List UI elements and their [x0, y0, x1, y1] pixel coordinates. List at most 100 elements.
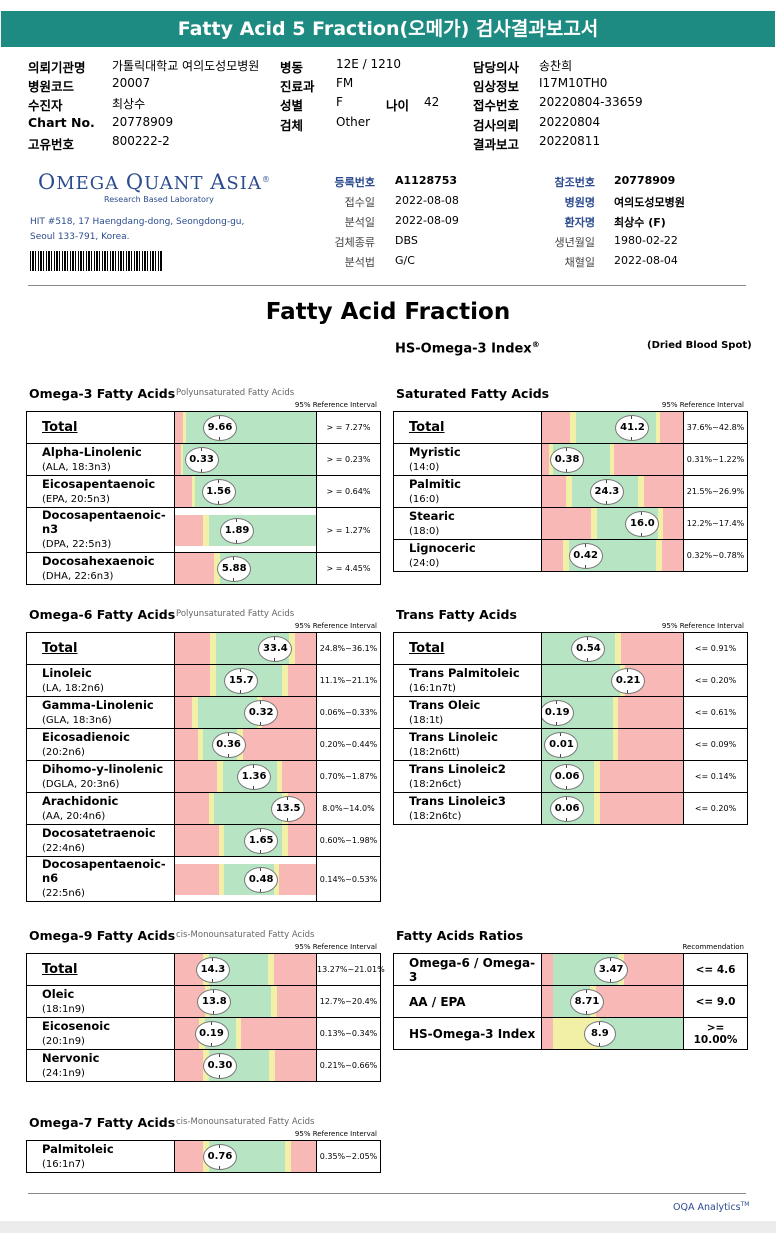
result-value: 0.06 — [554, 771, 580, 782]
info-value-8: Other — [336, 115, 371, 129]
marker-tick-top — [287, 797, 289, 800]
marker-tick-bottom — [236, 539, 238, 543]
fatty-acid-name: Docosapentaenoic-n3 (DPA, 22:5n3) — [26, 507, 175, 553]
fatty-acid-name: Palmitic (16:0) — [393, 475, 542, 508]
range-band — [542, 954, 554, 985]
marker-tick-top — [227, 733, 229, 736]
reference-interval: <= 0.20% — [683, 664, 748, 697]
fatty-acid-name: Trans Palmitoleic (16:1n7t) — [393, 664, 542, 697]
fatty-acid-notation: (18:2n6tc) — [409, 810, 462, 822]
result-bar-cell: 1.89 — [174, 507, 317, 553]
reference-interval: 0.35%~2.05% — [316, 1140, 381, 1173]
fatty-acid-label: Palmitic — [409, 476, 462, 491]
fatty-acid-name: Eicosapentaenoic (EPA, 20:5n3) — [26, 475, 175, 508]
result-bar-cell: 16.0 — [541, 507, 684, 540]
section-table-trans: Total 0.54 <= 0.91% Trans Palmitoleic (16:1n… — [393, 632, 748, 825]
result-bar-cell: 0.54 — [541, 632, 684, 665]
marker-tick-bottom — [219, 1075, 221, 1078]
result-row-saturated-4: Lignoceric (24:0) 0.42 0.32%~0.78% — [393, 539, 748, 572]
fatty-acid-name: HS-Omega-3 Index — [393, 1017, 542, 1050]
result-value: 3.47 — [598, 964, 624, 975]
range-band — [276, 761, 283, 792]
info-value-3: 20778909 — [112, 115, 174, 129]
marker-tick-bottom — [287, 818, 289, 821]
reg-value-1: 2022-08-08 — [395, 194, 459, 207]
range-band — [242, 729, 316, 760]
marker-tick-bottom — [556, 722, 558, 725]
reg-label-1: 접수일 — [344, 196, 375, 209]
range-band — [175, 729, 198, 760]
reference-interval: 8.0%~14.0% — [316, 792, 381, 825]
result-value-marker: 3.47 — [594, 957, 629, 983]
section-subtitle-omega3: Polyunsaturated Fatty Acids — [176, 388, 295, 398]
result-bar: 33.4 — [175, 633, 316, 664]
range-band — [595, 986, 683, 1017]
reference-interval: <= 0.91% — [683, 632, 748, 665]
result-row-trans-5: Trans Linoleic3 (18:2n6tc) 0.06 <= 0.20% — [393, 792, 748, 825]
result-bar: 16.0 — [542, 508, 683, 539]
range-band — [175, 476, 192, 507]
result-bar: 0.21 — [542, 665, 683, 696]
section-ref-header-omega9: 95% Reference Interval — [294, 943, 377, 951]
result-bar: 3.47 — [542, 954, 683, 985]
marker-tick-bottom — [605, 501, 607, 504]
reg-label-5: 참조번호 — [554, 176, 595, 189]
marker-tick-bottom — [641, 533, 643, 536]
result-bar-cell: 8.71 — [541, 985, 684, 1018]
section-title-omega6: Omega-6 Fatty Acids — [29, 607, 176, 622]
section-title-omega3: Omega-3 Fatty Acids — [29, 386, 176, 401]
reference-interval: 13.27%~21.01% — [316, 953, 385, 986]
fatty-acid-notation: (LA, 18:2n6) — [42, 682, 104, 694]
result-row-omega3-3: Docosapentaenoic-n3 (DPA, 22:5n3) 1.89 > = … — [26, 507, 381, 553]
fatty-acid-name: Palmitoleic (16:1n7) — [26, 1140, 175, 1173]
result-bar-cell: 13.5 — [174, 792, 317, 825]
section-ref-header-omega3: 95% Reference Interval — [294, 401, 377, 409]
result-bar-cell: 9.66 — [174, 411, 317, 444]
fatty-acid-label: Total — [42, 961, 78, 977]
section-table-omega9: Total 14.3 13.27%~21.01% Oleic (18:1n9) 13.8 1… — [26, 953, 385, 1082]
marker-tick-top — [605, 480, 607, 483]
marker-tick-top — [586, 990, 588, 993]
range-band — [241, 1018, 316, 1049]
range-band — [175, 553, 215, 584]
fatty-acid-notation: (16:0) — [409, 493, 440, 505]
reference-interval: 12.7%~20.4% — [316, 985, 381, 1018]
result-bar: 41.2 — [542, 412, 683, 443]
info-value-0: 가톨릭대학교 여의도성모병원 — [112, 59, 260, 73]
reference-interval: <= 9.0 — [683, 985, 748, 1018]
range-band — [268, 954, 274, 985]
reference-interval: 0.21%~0.66% — [316, 1049, 381, 1082]
result-bar-cell: 1.65 — [174, 824, 317, 857]
result-bar: 0.54 — [542, 633, 683, 664]
range-band — [542, 986, 554, 1017]
info-value-6: FM — [336, 76, 354, 90]
fatty-acid-label: Total — [409, 640, 445, 656]
range-band — [542, 444, 550, 475]
reference-interval: 12.2%~17.4% — [683, 507, 748, 540]
result-row-omega6-7: Docosapentaenoic-n6 (22:5n6) 0.48 0.14%~0.5… — [26, 856, 381, 902]
result-value: 24.3 — [594, 486, 620, 497]
range-band — [284, 1141, 291, 1172]
marker-tick-bottom — [260, 722, 262, 725]
marker-tick-top — [556, 701, 558, 704]
fatty-acid-name: Alpha-Linolenic (ALA, 18:3n3) — [26, 443, 175, 476]
marker-tick-top — [236, 518, 238, 522]
fatty-acid-label: Docosahexaenoic — [42, 553, 155, 568]
marker-tick-top — [217, 480, 219, 483]
marker-tick-top — [233, 557, 235, 560]
marker-tick-top — [631, 416, 633, 419]
marker-tick-bottom — [211, 979, 213, 982]
hs-omega3-index-title: HS-Omega-3 Index® — [395, 340, 540, 357]
reference-interval: <= 0.09% — [683, 728, 748, 761]
info-value-2: 최상수 — [112, 97, 146, 111]
marker-tick-top — [219, 1145, 221, 1148]
fatty-acid-name: Myristic (14:0) — [393, 443, 542, 476]
range-band — [210, 633, 216, 664]
result-value: 0.06 — [554, 803, 580, 814]
result-row-trans-4: Trans Linoleic2 (18:2n6ct) 0.06 <= 0.14% — [393, 760, 748, 793]
marker-tick-bottom — [610, 979, 612, 982]
marker-tick-top — [598, 1022, 600, 1025]
result-bar-cell: 5.88 — [174, 552, 317, 585]
result-value-marker: 14.3 — [195, 957, 230, 983]
range-band — [269, 1050, 276, 1081]
